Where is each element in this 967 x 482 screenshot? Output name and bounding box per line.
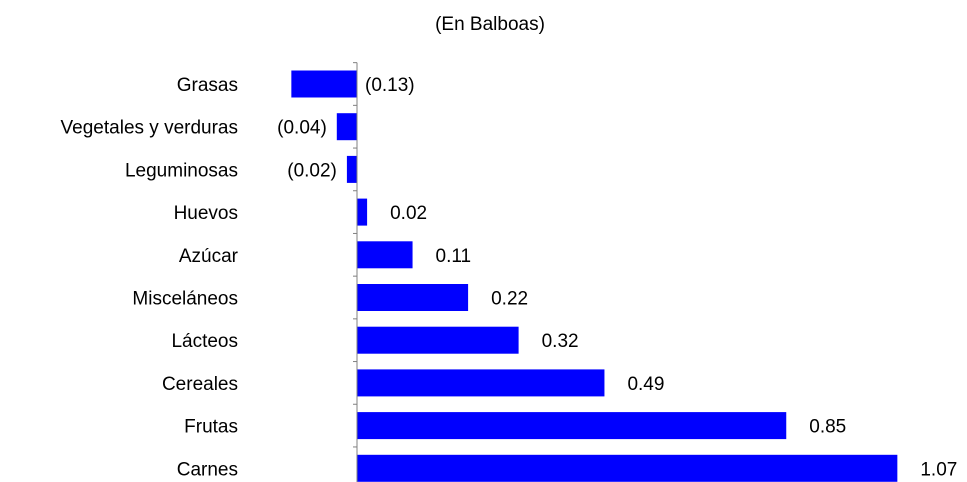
value-label: (0.02) (287, 160, 337, 181)
bar (357, 412, 787, 440)
category-label: Lácteos (171, 331, 238, 352)
bar (357, 326, 519, 354)
value-label: 0.85 (809, 417, 846, 438)
category-label: Carnes (177, 459, 238, 480)
category-label: Vegetales y verduras (61, 118, 238, 139)
value-label: 0.02 (390, 203, 427, 224)
bar (357, 369, 605, 397)
category-label: Leguminosas (125, 160, 238, 181)
category-label: Huevos (174, 203, 238, 224)
value-label: (0.04) (277, 118, 327, 139)
chart-subtitle: (En Balboas) (435, 14, 545, 35)
value-label: 0.11 (436, 246, 472, 267)
bar (357, 454, 898, 482)
value-label: 0.22 (491, 289, 528, 310)
category-label: Grasas (177, 75, 238, 96)
bar (357, 241, 413, 269)
value-label: 1.07 (920, 459, 957, 480)
category-label: Azúcar (179, 246, 239, 267)
bar (346, 155, 357, 183)
value-label: (0.13) (365, 75, 415, 96)
value-label: 0.32 (542, 331, 579, 352)
category-label: Cereales (162, 374, 238, 395)
bar (357, 198, 368, 226)
bar (357, 284, 469, 311)
value-label: 0.49 (627, 374, 664, 395)
category-label: Frutas (184, 417, 238, 438)
category-label: Misceláneos (132, 289, 238, 310)
bar (291, 70, 357, 98)
bar (336, 113, 357, 141)
